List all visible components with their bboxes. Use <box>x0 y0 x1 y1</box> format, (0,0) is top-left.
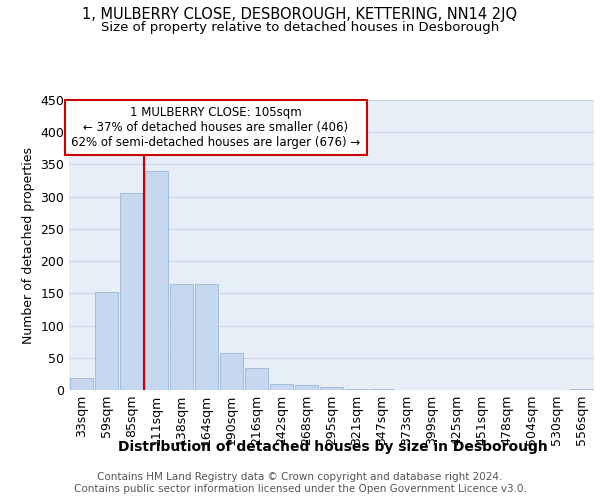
Bar <box>70 378 94 390</box>
Bar <box>269 384 293 390</box>
Bar <box>119 193 143 390</box>
Bar <box>220 354 244 390</box>
Y-axis label: Number of detached properties: Number of detached properties <box>22 146 35 344</box>
Text: 1 MULBERRY CLOSE: 105sqm
← 37% of detached houses are smaller (406)
62% of semi-: 1 MULBERRY CLOSE: 105sqm ← 37% of detach… <box>71 106 361 149</box>
Bar <box>194 284 218 390</box>
Text: Contains public sector information licensed under the Open Government Licence v3: Contains public sector information licen… <box>74 484 526 494</box>
Bar <box>245 368 268 390</box>
Bar <box>145 171 169 390</box>
Bar <box>569 388 593 390</box>
Text: 1, MULBERRY CLOSE, DESBOROUGH, KETTERING, NN14 2JQ: 1, MULBERRY CLOSE, DESBOROUGH, KETTERING… <box>82 8 518 22</box>
Bar <box>295 386 319 390</box>
Text: Distribution of detached houses by size in Desborough: Distribution of detached houses by size … <box>118 440 548 454</box>
Text: Contains HM Land Registry data © Crown copyright and database right 2024.: Contains HM Land Registry data © Crown c… <box>97 472 503 482</box>
Bar <box>95 292 118 390</box>
Bar <box>170 284 193 390</box>
Text: Size of property relative to detached houses in Desborough: Size of property relative to detached ho… <box>101 21 499 34</box>
Bar <box>344 388 368 390</box>
Bar <box>320 388 343 390</box>
